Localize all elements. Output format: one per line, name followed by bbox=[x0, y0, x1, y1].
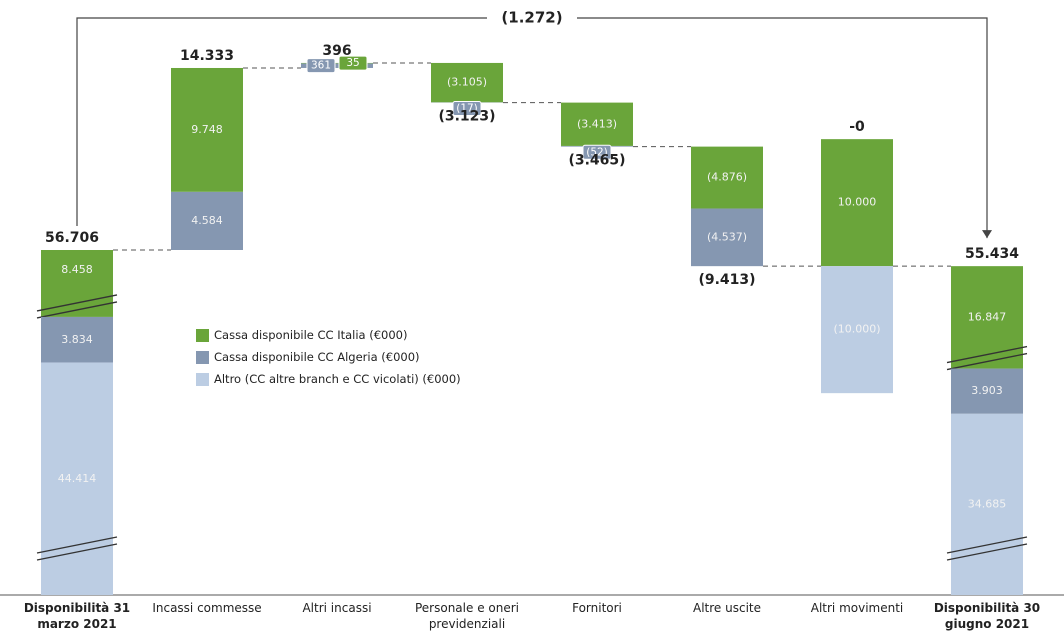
total-label: 14.333 bbox=[180, 48, 234, 64]
total-label: (3.123) bbox=[438, 109, 495, 125]
annotation-label: (1.272) bbox=[501, 9, 562, 27]
axis-break bbox=[946, 543, 1028, 561]
legend-swatch bbox=[196, 372, 209, 386]
axis-break bbox=[36, 294, 118, 312]
data-label: 3.903 bbox=[971, 384, 1003, 397]
bar-segment bbox=[951, 368, 1023, 414]
axis-break bbox=[36, 301, 118, 319]
data-label: 3.834 bbox=[61, 333, 93, 346]
data-label: (10.000) bbox=[833, 323, 880, 336]
bar-segment bbox=[41, 250, 113, 317]
data-label: 8.458 bbox=[61, 263, 93, 276]
data-label: (4.537) bbox=[707, 230, 747, 243]
bar-segment bbox=[171, 67, 243, 192]
label-box bbox=[452, 100, 482, 116]
arrow-head bbox=[982, 230, 992, 239]
x-tick-label: Personale e oneri previdenziali bbox=[414, 601, 519, 631]
data-label: (52) bbox=[586, 146, 608, 158]
total-label: 396 bbox=[322, 43, 351, 59]
total-label: -0 bbox=[849, 119, 865, 135]
bar-segment bbox=[951, 266, 1023, 369]
data-label: 10.000 bbox=[838, 196, 877, 209]
bar-segment bbox=[821, 266, 893, 394]
legend-label: Cassa disponibile CC Italia (€000) bbox=[214, 328, 408, 342]
data-label: 4.584 bbox=[191, 214, 223, 227]
total-label: 56.706 bbox=[45, 230, 99, 246]
annotation-bg bbox=[487, 8, 577, 28]
legend-entry: Cassa disponibile CC Italia (€000) bbox=[196, 328, 407, 342]
label-box bbox=[306, 58, 336, 74]
axis-break bbox=[36, 543, 118, 561]
bar-segment bbox=[691, 208, 763, 267]
bar-segment bbox=[301, 63, 373, 68]
data-label: (3.105) bbox=[447, 76, 487, 89]
x-tick-label: Fornitori bbox=[572, 601, 622, 615]
x-tick-label: Disponibilità 30 giugno 2021 bbox=[933, 601, 1041, 631]
data-label: (3.413) bbox=[577, 117, 617, 130]
axis-break bbox=[946, 536, 1028, 554]
data-label: 35 bbox=[346, 57, 359, 69]
bar-segment bbox=[41, 316, 113, 363]
legend-label: Cassa disponibile CC Algeria (€000) bbox=[214, 350, 420, 364]
bar-segment bbox=[951, 413, 1023, 595]
bar-segment bbox=[171, 191, 243, 250]
axis-break bbox=[946, 352, 1028, 371]
total-label: 55.434 bbox=[965, 246, 1019, 262]
legend-swatch bbox=[196, 350, 209, 364]
data-label: 44.414 bbox=[58, 472, 97, 485]
axis-break bbox=[36, 536, 118, 554]
legend-label: Altro (CC altre branch e CC vicolati) (€… bbox=[214, 372, 461, 386]
bar-segment bbox=[561, 102, 633, 146]
bar-segment bbox=[821, 139, 893, 267]
data-label: 34.685 bbox=[968, 497, 1007, 510]
label-box bbox=[338, 55, 368, 71]
data-label: (4.876) bbox=[707, 171, 747, 184]
legend-entry: Cassa disponibile CC Algeria (€000) bbox=[196, 350, 420, 364]
x-tick-label: Disponibilità 31 marzo 2021 bbox=[23, 601, 131, 631]
axis-break bbox=[946, 345, 1028, 364]
label-box bbox=[582, 144, 612, 160]
legend-entry: Altro (CC altre branch e CC vicolati) (€… bbox=[196, 372, 461, 386]
bar-segment bbox=[431, 62, 503, 103]
data-label: 9.748 bbox=[191, 123, 223, 136]
total-label: (9.413) bbox=[698, 272, 755, 288]
data-label: 361 bbox=[311, 60, 331, 72]
x-tick-label: Altri incassi bbox=[302, 601, 372, 615]
data-label: (17) bbox=[456, 102, 478, 114]
x-tick-label: Altre uscite bbox=[693, 601, 761, 615]
data-label: 16.847 bbox=[968, 310, 1007, 323]
x-tick-label: Altri movimenti bbox=[810, 601, 904, 615]
legend-swatch bbox=[196, 328, 209, 342]
total-label: (3.465) bbox=[568, 153, 625, 169]
x-tick-label: Incassi commesse bbox=[152, 601, 262, 615]
bar-segment bbox=[691, 146, 763, 209]
